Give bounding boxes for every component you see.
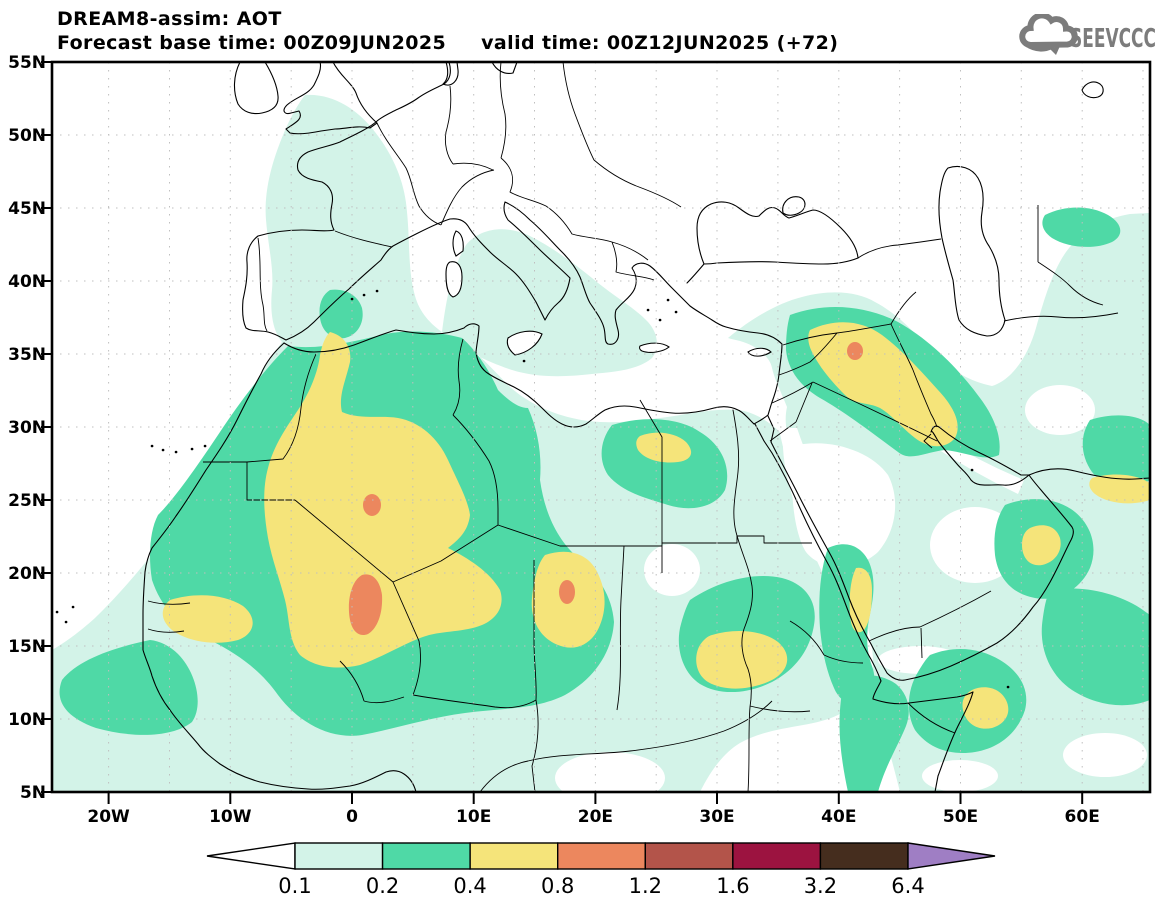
lon-label: 30E <box>699 807 734 827</box>
red-sea-west-coast-horn <box>754 423 974 792</box>
colorbar-label: 0.8 <box>541 874 574 898</box>
colorbar-label: 6.4 <box>891 874 924 898</box>
lat-label: 25N <box>8 491 46 511</box>
lon-label: 20W <box>87 807 130 827</box>
colorbar-swatch-1p6-3p2 <box>732 842 822 870</box>
lon-label: 10W <box>209 807 252 827</box>
lat-label: 30N <box>8 418 46 438</box>
lon-label: 50E <box>943 807 978 827</box>
colorbar-labels: 0.1 0.2 0.4 0.8 1.2 1.6 3.2 6.4 <box>278 874 924 898</box>
colorbar-left-arrow <box>206 842 296 870</box>
colorbar-swatch-3p2-6p4 <box>819 842 909 870</box>
lat-axis-labels: 55N 50N 45N 40N 35N 30N 25N 20N 15N 10N … <box>8 53 46 803</box>
middle-east-borders <box>769 205 1119 734</box>
europe-borders <box>257 62 942 332</box>
country-borders <box>55 62 1119 792</box>
colorbar-label: 1.2 <box>629 874 662 898</box>
cloud-icon <box>1019 14 1078 55</box>
west-africa-coast <box>142 342 417 792</box>
lat-label: 50N <box>8 126 46 146</box>
colorbar-swatch-0p1-0p2 <box>294 842 384 870</box>
lon-ticks <box>107 792 1084 804</box>
lon-label: 60E <box>1065 807 1100 827</box>
sea-outlines <box>445 81 1104 357</box>
lat-label: 10N <box>8 710 46 730</box>
colorbar-right-arrow <box>907 842 996 870</box>
colorbar-label: 3.2 <box>804 874 837 898</box>
africa-borders <box>147 338 864 792</box>
colorbar-swatch-0p8-1p2 <box>557 842 646 870</box>
black-sea <box>696 201 859 265</box>
coastlines <box>142 62 1150 792</box>
lon-label: 10E <box>456 807 491 827</box>
lat-label: 55N <box>8 53 46 73</box>
lat-label: 20N <box>8 564 46 584</box>
aral-sea <box>1081 81 1104 99</box>
logo-text: SEEVCCC <box>1070 24 1156 54</box>
contour-level-0p4 <box>162 322 1150 729</box>
colorbar-swatch-1p2-1p6 <box>644 842 734 870</box>
colorbar-label: 0.2 <box>366 874 399 898</box>
plot-title: DREAM8-assim: AOT <box>57 8 282 30</box>
marmara-strait <box>686 263 705 284</box>
ireland-coast <box>233 62 279 115</box>
lon-axis-labels: 20W 10W 0 10E 20E 30E 40E 50E 60E <box>87 807 1099 827</box>
islands <box>445 230 772 357</box>
colorbar-swatch-0p4-0p8 <box>469 842 559 870</box>
europe-mediterranean-coast <box>242 62 783 428</box>
lat-label: 40N <box>8 272 46 292</box>
caspian-sea <box>938 165 1006 337</box>
colorbar <box>206 842 996 870</box>
lon-label: 40E <box>821 807 856 827</box>
colorbar-label: 0.1 <box>278 874 311 898</box>
contour-region <box>162 322 1150 729</box>
lat-label: 45N <box>8 199 46 219</box>
sea-of-azov <box>782 196 806 216</box>
plot-subtitle: Forecast base time: 00Z09JUN2025 valid t… <box>57 32 839 54</box>
great-britain-coast <box>283 62 378 135</box>
small-islands-dots <box>55 289 1010 689</box>
contour-region <box>555 385 1147 792</box>
seevccc-logo: SEEVCCC <box>1019 14 1156 55</box>
lat-ticks <box>41 61 52 793</box>
lat-label: 15N <box>8 637 46 657</box>
arabia-coast <box>767 415 1150 681</box>
lat-label: 5N <box>20 783 46 803</box>
north-sea-coast <box>442 62 518 86</box>
colorbar-label: 1.6 <box>716 874 749 898</box>
nile-river <box>732 409 753 792</box>
lon-label: 0 <box>346 807 358 827</box>
colorbar-swatch-0p2-0p4 <box>381 842 471 870</box>
contour-holes-below-0p1 <box>555 385 1147 792</box>
colorbar-label: 0.4 <box>453 874 486 898</box>
lon-label: 20E <box>578 807 613 827</box>
lat-label: 35N <box>8 345 46 365</box>
